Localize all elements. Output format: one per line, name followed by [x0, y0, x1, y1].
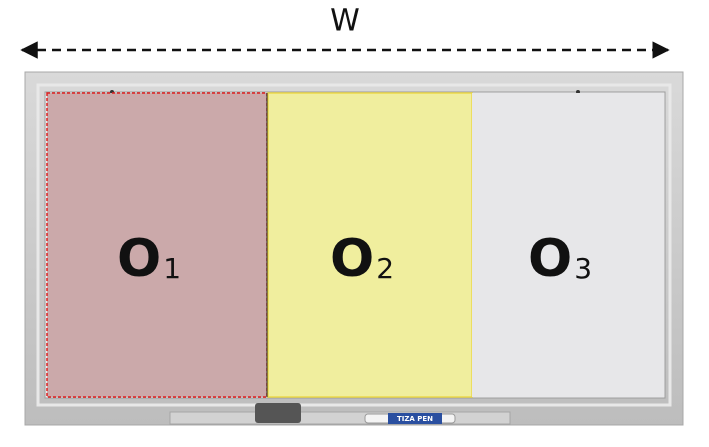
marker-label: TIZA PEN [397, 415, 433, 423]
region-label: O2 [330, 229, 394, 289]
width-label: W [330, 4, 360, 39]
tray [169, 411, 511, 425]
region-letter: O [330, 229, 374, 289]
region-label: O3 [528, 229, 592, 289]
region-label: O1 [117, 229, 181, 289]
region-index: 3 [574, 252, 592, 285]
regions: O1 O2 O3 [46, 92, 664, 398]
frame-bevel [36, 83, 672, 407]
region [267, 92, 473, 398]
eraser [255, 403, 301, 423]
marker-band [388, 413, 442, 424]
region-index: 2 [376, 252, 394, 285]
region-letter: O [117, 229, 161, 289]
region-index: 1 [163, 252, 181, 285]
region-letter: O [528, 229, 572, 289]
region [472, 93, 664, 397]
